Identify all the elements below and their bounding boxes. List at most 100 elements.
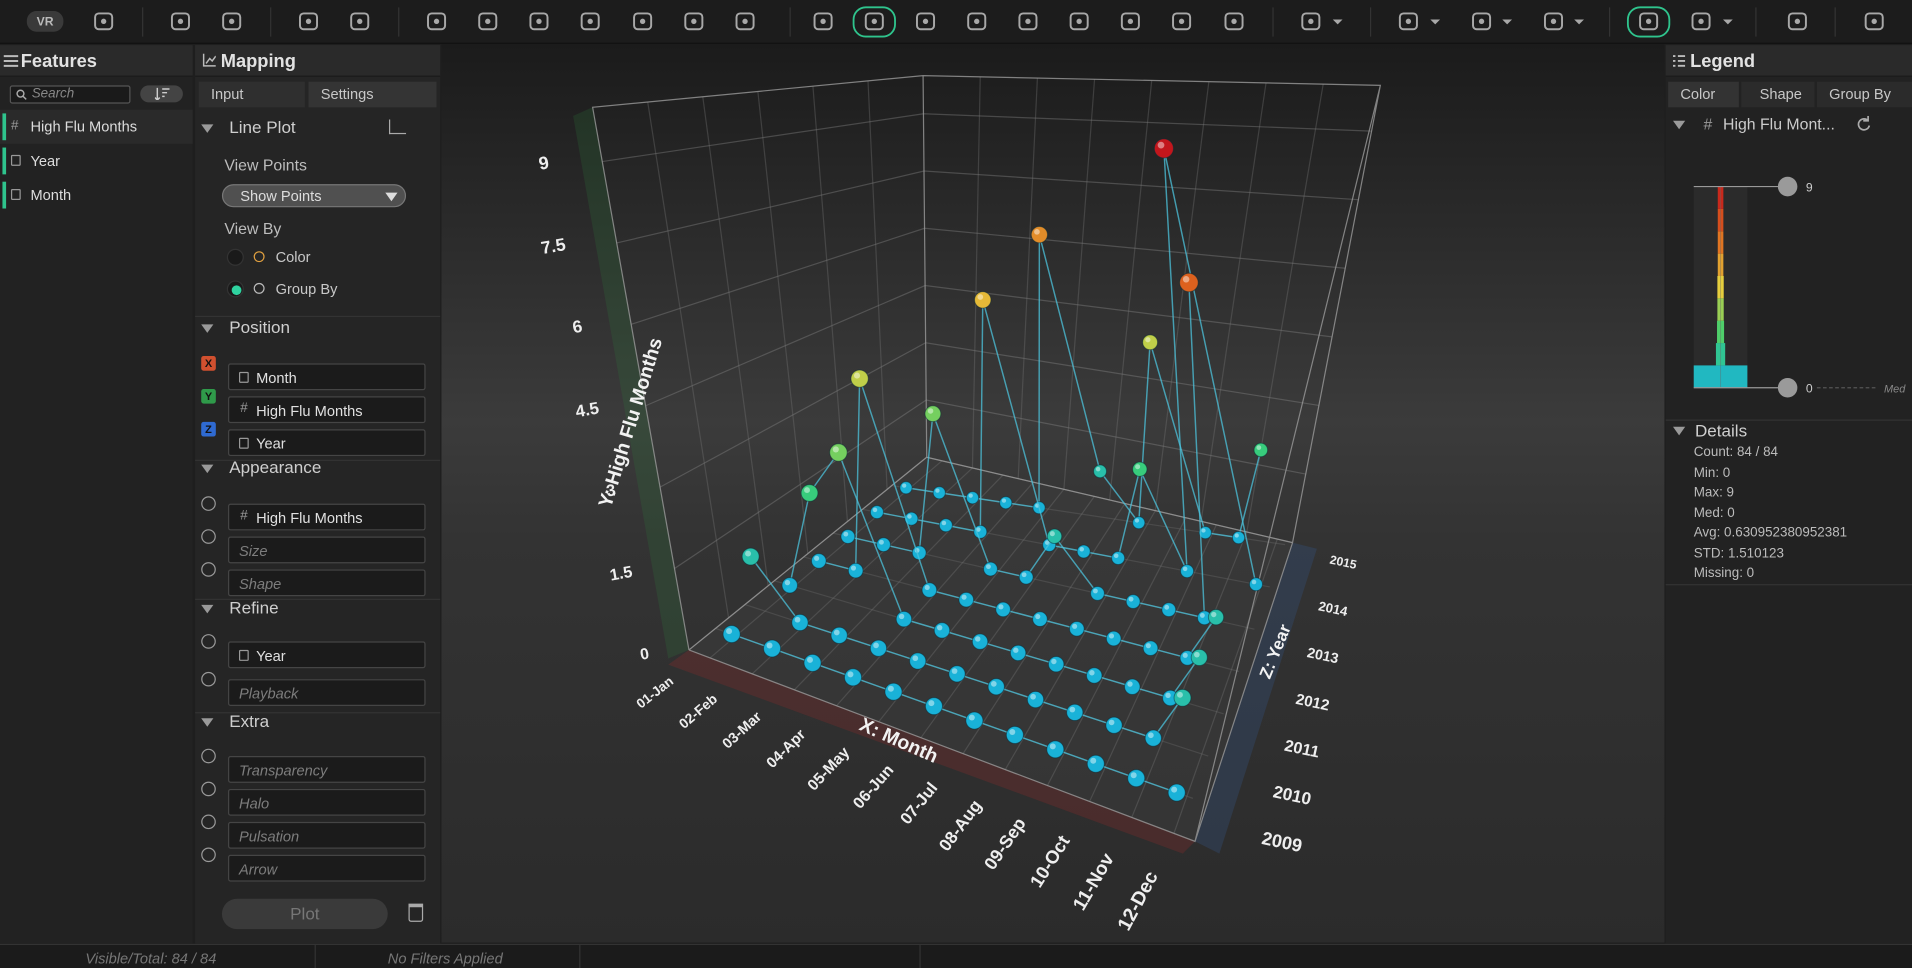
field-icon [201, 781, 216, 797]
section-collapse[interactable] [201, 718, 214, 727]
field-box[interactable]: Year [228, 429, 426, 457]
point-highlight [975, 636, 981, 642]
y-tick-label: 4.5 [574, 399, 600, 422]
active-ring [1626, 6, 1671, 38]
toolbar-icon [1069, 12, 1089, 31]
view-points-dropdown[interactable]: Show Points [221, 184, 407, 208]
data-point [843, 668, 863, 687]
feature-accent [2, 113, 7, 141]
legend-collapse[interactable] [1673, 120, 1686, 130]
legend-tab-color[interactable]: Color [1668, 81, 1739, 108]
sort-button[interactable] [140, 85, 183, 103]
section-collapse[interactable] [201, 124, 214, 133]
box-frame [591, 74, 1382, 843]
data-point [1179, 272, 1199, 293]
data-point [869, 639, 888, 657]
z-tick-label: 2013 [1306, 645, 1340, 667]
details-collapse[interactable] [1673, 426, 1686, 436]
data-point [1125, 594, 1141, 609]
field-value: Pulsation [239, 827, 300, 846]
toolbar-icon-dot [1231, 18, 1237, 25]
radio[interactable] [226, 248, 244, 266]
search-box[interactable]: Search [9, 85, 131, 104]
point-highlight [1256, 445, 1262, 450]
toolbar-icon [1543, 12, 1564, 31]
point-highlight [1199, 612, 1205, 618]
data-point [1111, 551, 1126, 566]
point-highlight [745, 550, 752, 557]
logo[interactable]: VR [37, 15, 54, 29]
refresh-icon[interactable] [1856, 115, 1872, 132]
toolbar-icon-dot [229, 18, 235, 25]
data-point [999, 496, 1013, 510]
field-box[interactable]: Size [228, 536, 426, 564]
point-highlight [1069, 706, 1076, 713]
wall-grid-line [757, 91, 809, 554]
toolbar-icon-dot [1794, 18, 1801, 25]
wall-grid-line [1154, 81, 1210, 511]
data-point [909, 652, 927, 670]
data-point [958, 591, 975, 608]
field-box[interactable]: Halo [228, 788, 426, 816]
toolbar-icon [1472, 12, 1492, 31]
field-box[interactable]: Playback [228, 679, 426, 707]
delete-button[interactable] [408, 903, 424, 922]
floor-grid-line [1004, 510, 1156, 770]
legend-tab-groupby[interactable]: Group By [1816, 81, 1912, 108]
field-box[interactable]: High Flu Months # [228, 396, 426, 424]
field-box[interactable]: Month [228, 363, 426, 391]
feature-item[interactable]: Year [0, 144, 193, 178]
legend-icon [1673, 55, 1686, 67]
toolbar-icon-dot [536, 18, 542, 25]
view-points-label: View Points [224, 156, 307, 175]
data-point [1132, 516, 1146, 530]
point-highlight [1134, 518, 1140, 523]
feature-type-icon: # [10, 118, 19, 133]
point-highlight [1079, 546, 1085, 552]
point-highlight [1030, 693, 1036, 700]
data-point [1167, 783, 1186, 802]
data-point [904, 511, 919, 526]
field-box[interactable]: Transparency [228, 756, 426, 783]
point-highlight [990, 681, 997, 687]
field-type-icon [239, 437, 249, 449]
z-tick-label: 2015 [1329, 553, 1359, 572]
field-icon [201, 634, 216, 649]
tab-input[interactable]: Input [198, 81, 305, 108]
plot-button[interactable]: Plot [221, 898, 388, 930]
field-type-icon [239, 371, 249, 383]
dropdown-caret [1574, 19, 1584, 25]
slider-knob[interactable] [1777, 378, 1798, 398]
field-box[interactable]: Shape [228, 569, 426, 597]
field-box[interactable]: Pulsation [228, 821, 426, 849]
data-point [971, 633, 989, 650]
field-box[interactable]: Arrow [228, 854, 426, 882]
section-collapse[interactable] [201, 324, 214, 333]
field-box[interactable]: High Flu Months # [228, 503, 426, 531]
toolbar-icon [1639, 12, 1659, 31]
feature-name: Month [30, 186, 72, 204]
tab-settings[interactable]: Settings [308, 81, 437, 108]
status-sep [314, 945, 316, 968]
field-box[interactable]: Year [228, 641, 426, 669]
data-point [973, 524, 988, 539]
feature-item[interactable]: # High Flu Months [0, 109, 193, 144]
slider-knob[interactable] [1777, 176, 1798, 197]
data-point [932, 486, 946, 500]
histogram-bar [1693, 365, 1748, 388]
feature-item[interactable]: Month [0, 178, 193, 212]
floor [688, 457, 1293, 842]
point-highlight [766, 642, 773, 649]
data-point [1005, 725, 1024, 744]
data-point [1127, 769, 1146, 788]
section-collapse[interactable] [201, 604, 214, 614]
field-icon [201, 847, 216, 863]
section-collapse[interactable] [201, 464, 214, 474]
status-visible: Visible/Total: 84 / 84 [85, 949, 217, 967]
legend-histogram: 9 0 Med [1693, 176, 1906, 398]
toolbar-icon [1301, 12, 1321, 31]
legend-tab-shape[interactable]: Shape [1741, 81, 1815, 108]
histogram-bar [1717, 231, 1724, 254]
toolbar-icon-dot [1308, 18, 1314, 25]
